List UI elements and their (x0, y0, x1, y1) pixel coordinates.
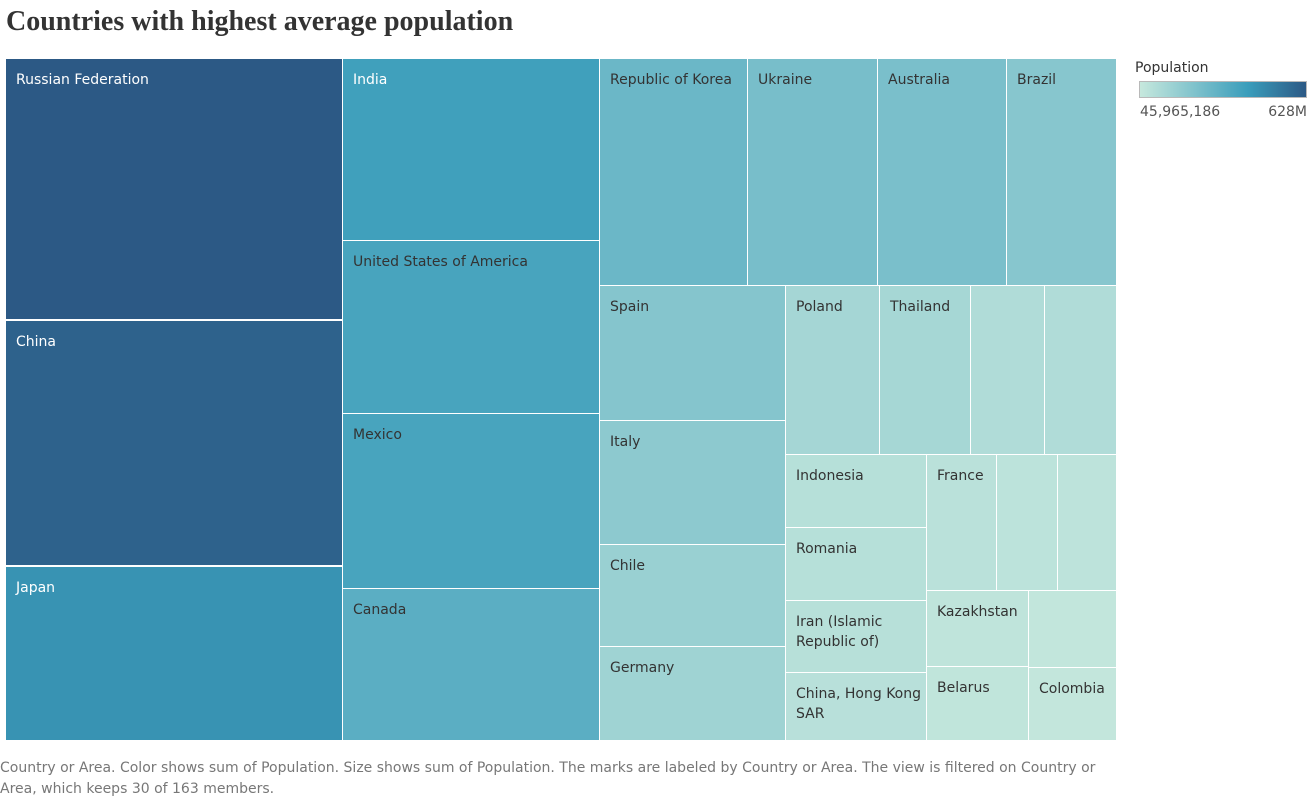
chart-caption: Country or Area. Color shows sum of Popu… (0, 760, 1096, 797)
treemap-label-brazil: Brazil (1017, 72, 1057, 88)
treemap-cell-kazakhstan[interactable]: Kazakhstan (926, 590, 1029, 667)
treemap: Russian Federation China Japan India United … (5, 58, 1117, 741)
treemap-label-germany: Germany (610, 660, 675, 676)
treemap-cell-iran-islamic-republic-of[interactable]: Iran (Islamic Republic of) (785, 600, 927, 673)
treemap-cell-india[interactable]: India (342, 58, 600, 241)
legend-min-label: 45,965,186 (1140, 104, 1221, 120)
treemap-label-japan: Japan (16, 580, 56, 596)
treemap-label-indonesia: Indonesia (796, 468, 864, 484)
treemap-cell-russian-federation[interactable]: Russian Federation (5, 58, 343, 320)
chart-title: Countries with highest average populatio… (6, 6, 514, 37)
treemap-label-russian-federation: Russian Federation (16, 72, 149, 88)
treemap-cell-spain[interactable]: Spain (599, 285, 786, 421)
treemap-cell-united-states-of-america[interactable]: United States of America (342, 240, 600, 414)
treemap-cell-chile[interactable]: Chile (599, 544, 786, 647)
treemap-cell-colombia[interactable]: Colombia (1028, 667, 1117, 741)
treemap-label-united-states-of-america: United States of America (353, 254, 528, 270)
treemap-cell-germany[interactable]: Germany (599, 646, 786, 741)
treemap-label-kazakhstan: Kazakhstan (937, 604, 1018, 620)
treemap-cell-unlabeled-25[interactable] (1057, 454, 1117, 591)
treemap-label-colombia: Colombia (1039, 681, 1105, 697)
legend-color-ramp (1139, 81, 1307, 98)
treemap-cell-indonesia[interactable]: Indonesia (785, 454, 927, 528)
treemap-label-china: China (16, 334, 56, 350)
treemap-label-republic-of-korea: Republic of Korea (610, 72, 732, 88)
treemap-label-mexico: Mexico (353, 427, 402, 443)
treemap-cell-china[interactable]: China (5, 320, 343, 566)
treemap-label-chile: Chile (610, 558, 646, 574)
treemap-cell-italy[interactable]: Italy (599, 420, 786, 545)
treemap-cell-australia[interactable]: Australia (877, 58, 1007, 286)
legend-max-label: 628M (1268, 104, 1307, 120)
treemap-label-india: India (353, 72, 388, 88)
treemap-cell-poland[interactable]: Poland (785, 285, 880, 455)
treemap-label-ukraine: Ukraine (758, 72, 813, 88)
treemap-cell-ukraine[interactable]: Ukraine (747, 58, 878, 286)
treemap-label-iran-islamic-republic-of: Iran (Islamic Republic of) (796, 614, 883, 650)
treemap-cell-unlabeled-24[interactable] (996, 454, 1058, 591)
treemap-label-australia: Australia (888, 72, 950, 88)
treemap-cell-mexico[interactable]: Mexico (342, 413, 600, 589)
treemap-label-spain: Spain (610, 299, 650, 315)
treemap-cell-thailand[interactable]: Thailand (879, 285, 971, 455)
treemap-cell-unlabeled-27[interactable] (1028, 590, 1117, 668)
treemap-cell-unlabeled-17[interactable] (970, 285, 1045, 455)
legend-title: Population (1135, 60, 1209, 76)
treemap-cell-romania[interactable]: Romania (785, 527, 927, 601)
treemap-label-poland: Poland (796, 299, 843, 315)
treemap-cell-france[interactable]: France (926, 454, 997, 591)
treemap-cell-republic-of-korea[interactable]: Republic of Korea (599, 58, 748, 286)
treemap-cell-japan[interactable]: Japan (5, 566, 343, 741)
treemap-label-italy: Italy (610, 434, 641, 450)
treemap-cell-belarus[interactable]: Belarus (926, 666, 1029, 741)
treemap-label-romania: Romania (796, 541, 858, 557)
treemap-cell-china-hong-kong-sar[interactable]: China, Hong Kong SAR (785, 672, 927, 741)
treemap-cell-brazil[interactable]: Brazil (1006, 58, 1117, 286)
treemap-cell-canada[interactable]: Canada (342, 588, 600, 741)
treemap-cell-unlabeled-18[interactable] (1044, 285, 1117, 455)
treemap-label-thailand: Thailand (890, 299, 951, 315)
treemap-label-france: France (937, 468, 984, 484)
treemap-label-canada: Canada (353, 602, 407, 618)
treemap-label-china-hong-kong-sar: China, Hong Kong SAR (796, 686, 922, 722)
treemap-label-belarus: Belarus (937, 680, 990, 696)
